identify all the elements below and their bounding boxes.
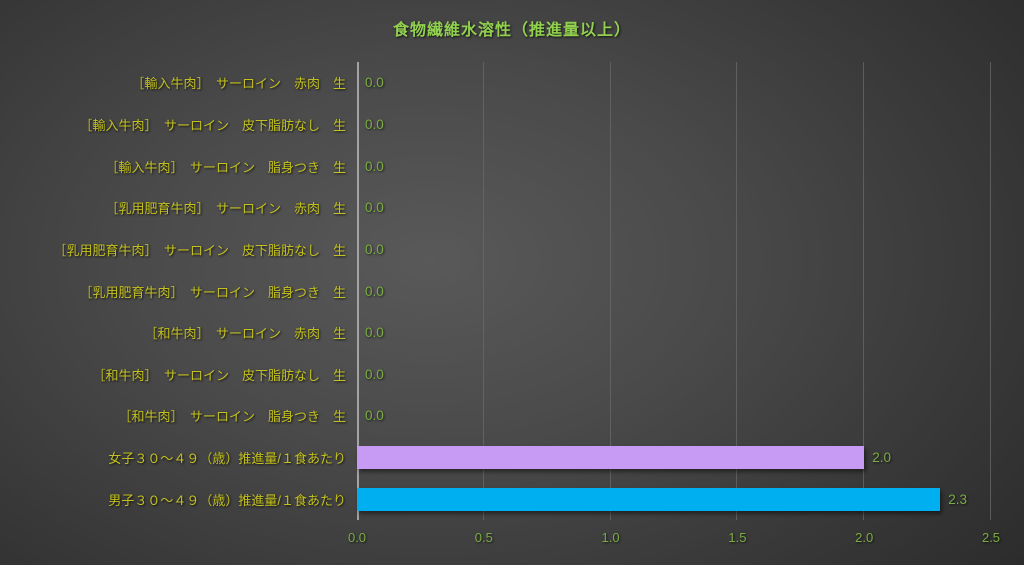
chart-row: ［乳用肥育牛肉］ サーロイン 脂身つき 生 0.0 <box>0 270 991 312</box>
gridline <box>736 62 738 520</box>
gridline <box>990 62 991 520</box>
value-label: 2.0 <box>872 450 891 466</box>
value-label: 0.0 <box>365 366 384 382</box>
gridline <box>482 62 484 520</box>
axis-line <box>357 62 359 520</box>
value-label: 0.0 <box>365 75 384 91</box>
category-label: ［乳用肥育牛肉］ サーロイン 赤肉 生 <box>105 201 346 217</box>
category-label: ［乳用肥育牛肉］ サーロイン 皮下脂肪なし 生 <box>53 242 346 258</box>
x-tick-label: 2.0 <box>855 530 874 545</box>
category-label: ［和牛肉］ サーロイン 皮下脂肪なし 生 <box>92 367 346 383</box>
value-label: 0.0 <box>365 408 384 424</box>
x-tick-label: 0.0 <box>347 530 367 545</box>
chart-row: ［乳用肥育牛肉］ サーロイン 皮下脂肪なし 生 0.0 <box>0 229 991 271</box>
chart-row: ［輸入牛肉］ サーロイン 皮下脂肪なし 生 0.0 <box>0 104 991 146</box>
category-label: ［輸入牛肉］ サーロイン 脂身つき 生 <box>105 159 346 175</box>
category-label: 男子３０～４９（歳）推進量/１食あたり <box>108 492 346 508</box>
chart-row: 男子３０～４９（歳）推進量/１食あたり 2.3 <box>0 478 991 520</box>
value-label: 0.0 <box>365 200 384 216</box>
category-label: ［輸入牛肉］ サーロイン 赤肉 生 <box>131 76 346 92</box>
chart-row: ［和牛肉］ サーロイン 皮下脂肪なし 生 0.0 <box>0 353 991 395</box>
chart-row: ［和牛肉］ サーロイン 脂身つき 生 0.0 <box>0 395 991 437</box>
x-tick-label: 0.5 <box>474 530 493 545</box>
gridlines <box>357 62 991 520</box>
x-axis: 0.0 0.5 1.0 1.5 2.0 2.5 <box>348 530 1000 550</box>
plot-area: ［輸入牛肉］ サーロイン 赤肉 生 0.0 ［輸入牛肉］ サーロイン 皮下脂肪な… <box>0 62 991 520</box>
value-label: 0.0 <box>365 325 384 341</box>
chart-row: ［輸入牛肉］ サーロイン 赤肉 生 0.0 <box>0 62 991 104</box>
x-tick-label: 1.5 <box>728 530 747 545</box>
chart-row: ［輸入牛肉］ サーロイン 脂身つき 生 0.0 <box>0 145 991 187</box>
bar-male <box>357 487 941 511</box>
value-label: 2.3 <box>948 491 968 507</box>
bar-female <box>357 446 865 470</box>
x-tick-label: 2.5 <box>981 530 1001 545</box>
category-label: 女子３０～４９（歳）推進量/１食あたり <box>108 451 346 467</box>
value-label: 0.0 <box>365 241 384 257</box>
chart-title: 食物繊維水溶性（推進量以上） <box>392 22 631 39</box>
chart-row: ［和牛肉］ サーロイン 赤肉 生 0.0 <box>0 312 991 354</box>
category-label: ［和牛肉］ サーロイン 脂身つき 生 <box>118 409 346 425</box>
chart-row: ［乳用肥育牛肉］ サーロイン 赤肉 生 0.0 <box>0 187 991 229</box>
chart-row: 女子３０～４９（歳）推進量/１食あたり 2.0 <box>0 437 991 479</box>
category-label: ［和牛肉］ サーロイン 赤肉 生 <box>144 326 346 342</box>
gridline <box>863 62 865 520</box>
value-label: 0.0 <box>365 283 384 299</box>
value-label: 0.0 <box>365 158 384 174</box>
gridline <box>609 62 611 520</box>
category-label: ［乳用肥育牛肉］ サーロイン 脂身つき 生 <box>79 284 346 300</box>
x-tick-label: 1.0 <box>601 530 620 545</box>
value-label: 0.0 <box>365 116 384 132</box>
category-label: ［輸入牛肉］ サーロイン 皮下脂肪なし 生 <box>79 117 346 133</box>
